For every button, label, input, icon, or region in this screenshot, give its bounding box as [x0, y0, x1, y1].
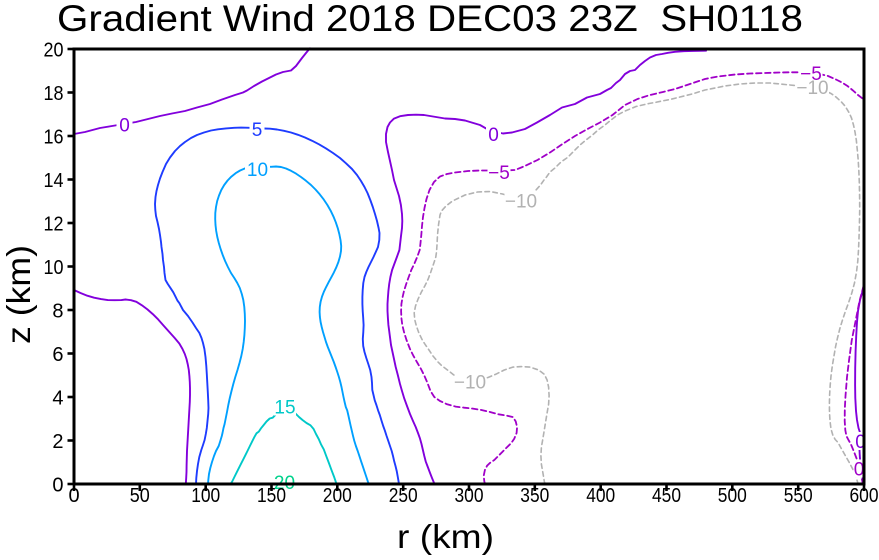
svg-text:450: 450	[652, 485, 681, 507]
svg-text:50: 50	[130, 485, 150, 507]
svg-text:0: 0	[488, 125, 499, 146]
svg-text:0: 0	[52, 474, 63, 496]
svg-text:200: 200	[323, 485, 352, 507]
svg-text:100: 100	[191, 485, 220, 507]
svg-text:2: 2	[52, 431, 63, 453]
svg-text:150: 150	[257, 485, 286, 507]
svg-text:550: 550	[784, 485, 813, 507]
svg-text:600: 600	[850, 485, 879, 507]
svg-text:15: 15	[274, 397, 295, 418]
svg-text:0: 0	[854, 459, 865, 480]
svg-text:z (km): z (km)	[0, 245, 37, 344]
svg-text:5: 5	[252, 120, 263, 141]
svg-text:10: 10	[247, 160, 268, 181]
svg-text:−5: −5	[488, 163, 510, 184]
svg-text:−10: −10	[454, 372, 486, 393]
svg-text:8: 8	[52, 300, 63, 322]
svg-text:0: 0	[855, 432, 866, 453]
svg-text:400: 400	[586, 485, 615, 507]
svg-text:350: 350	[520, 485, 549, 507]
svg-text:500: 500	[718, 485, 747, 507]
svg-text:18: 18	[44, 83, 64, 105]
svg-text:14: 14	[44, 170, 64, 192]
svg-text:−5: −5	[800, 64, 822, 85]
svg-text:300: 300	[455, 485, 484, 507]
svg-text:10: 10	[44, 257, 64, 279]
svg-text:6: 6	[52, 344, 63, 366]
svg-text:−10: −10	[505, 191, 537, 212]
svg-text:Gradient Wind 2018 DEC03 23Z: Gradient Wind 2018 DEC03 23Z SH0118	[57, 0, 803, 39]
svg-text:−10: −10	[796, 78, 828, 99]
svg-text:0: 0	[68, 485, 79, 507]
svg-text:12: 12	[44, 213, 64, 235]
svg-text:20: 20	[44, 39, 64, 61]
svg-text:r (km): r (km)	[397, 518, 494, 555]
svg-text:250: 250	[389, 485, 418, 507]
svg-text:0: 0	[119, 115, 130, 136]
svg-text:4: 4	[52, 387, 63, 409]
svg-text:16: 16	[44, 126, 64, 148]
